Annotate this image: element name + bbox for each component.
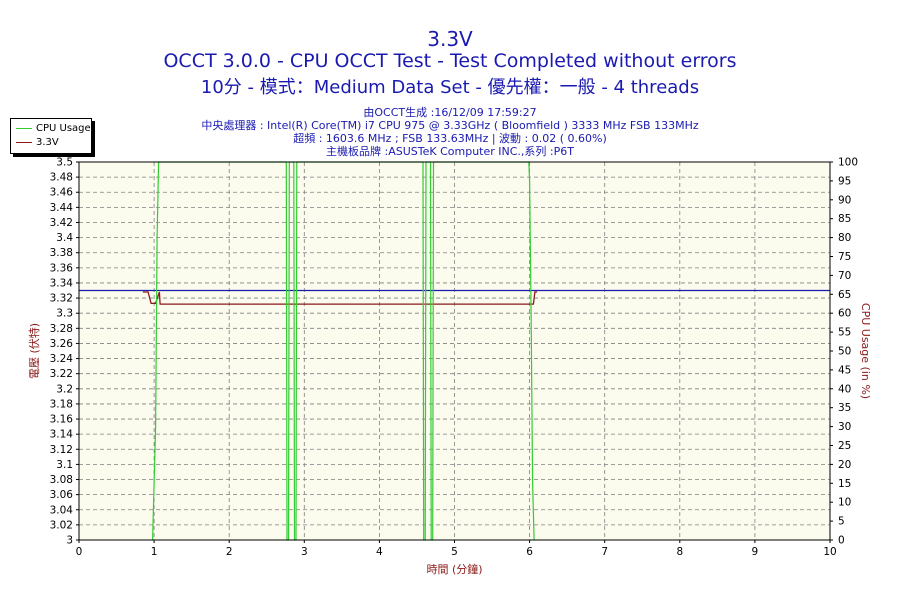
y2-tick-label: 60 xyxy=(838,308,851,320)
info-overclock: 超頻 : 1603.6 MHz ; FSB 133.63MHz | 波動 : 0… xyxy=(293,132,607,145)
legend-label-voltage: 3.3V xyxy=(36,137,59,148)
y-tick-label: 3.2 xyxy=(56,383,73,395)
y2-tick-label: 85 xyxy=(838,213,851,225)
x-tick-label: 0 xyxy=(76,546,83,558)
plot-frame xyxy=(78,161,831,541)
y-tick-label: 3.16 xyxy=(50,414,74,426)
info-cpu: 中央處理器 : Intel(R) Core(TM) i7 CPU 975 @ 3… xyxy=(201,119,699,132)
y2-tick-label: 45 xyxy=(838,364,851,376)
y-tick-label: 3.38 xyxy=(50,247,73,259)
y2-tick-label: 50 xyxy=(838,346,851,358)
y2-tick-label: 95 xyxy=(838,175,851,187)
y-axis-label: 電壓 (伏特) xyxy=(27,323,41,379)
y2-tick-label: 70 xyxy=(838,270,851,282)
x-tick-label: 6 xyxy=(526,546,533,558)
chart-title: 3.3V xyxy=(427,27,473,51)
chart-legend: CPU Usage 3.3V xyxy=(10,118,92,154)
y-tick-label: 3.22 xyxy=(50,368,73,380)
y-tick-label: 3.5 xyxy=(56,157,73,169)
x-axis-label: 時間 (分鐘) xyxy=(426,562,482,576)
y-tick-label: 3.48 xyxy=(50,172,73,184)
y-tick-label: 3.24 xyxy=(50,353,74,365)
y2-tick-label: 30 xyxy=(838,421,851,433)
legend-item-voltage: 3.3V xyxy=(16,137,59,149)
x-tick-label: 8 xyxy=(676,546,683,558)
y-tick-label: 3.36 xyxy=(50,262,74,274)
legend-label-cpu-usage: CPU Usage xyxy=(36,123,91,134)
y2-tick-label: 90 xyxy=(838,194,851,206)
x-tick-label: 2 xyxy=(226,546,233,558)
x-tick-label: 9 xyxy=(752,546,759,558)
x-tick-label: 10 xyxy=(823,546,836,558)
y2-tick-label: 55 xyxy=(838,327,851,339)
y-tick-label: 3 xyxy=(66,535,73,547)
x-tick-label: 3 xyxy=(301,546,308,558)
y2-tick-label: 75 xyxy=(838,251,851,263)
y2-tick-label: 0 xyxy=(838,535,845,547)
legend-swatch-cpu-usage xyxy=(16,127,32,129)
y-tick-label: 3.44 xyxy=(50,202,74,214)
y2-tick-label: 100 xyxy=(838,157,858,169)
y-tick-label: 3.4 xyxy=(56,232,73,244)
y-tick-label: 3.3 xyxy=(56,308,73,320)
y-tick-label: 3.34 xyxy=(50,277,74,289)
y-tick-label: 3.04 xyxy=(50,504,74,516)
y-tick-label: 3.42 xyxy=(50,217,73,229)
info-generated: 由OCCT生成 :16/12/09 17:59:27 xyxy=(363,106,537,119)
y2-tick-label: 5 xyxy=(838,516,845,528)
y2-tick-label: 15 xyxy=(838,478,851,490)
legend-item-cpu-usage: CPU Usage xyxy=(16,123,91,135)
x-tick-label: 7 xyxy=(601,546,608,558)
x-tick-label: 1 xyxy=(151,546,158,558)
y-tick-label: 3.26 xyxy=(50,338,74,350)
y-tick-label: 3.1 xyxy=(56,459,73,471)
y2-axis-label: CPU Usage (in %) xyxy=(859,303,872,399)
y2-tick-label: 40 xyxy=(838,383,851,395)
y-tick-label: 3.06 xyxy=(50,489,74,501)
y2-tick-label: 20 xyxy=(838,459,851,471)
legend-swatch-voltage xyxy=(16,141,32,143)
y-tick-label: 3.18 xyxy=(50,398,73,410)
y2-tick-label: 80 xyxy=(838,232,851,244)
y-tick-label: 3.46 xyxy=(50,187,74,199)
chart-subtitle-test: OCCT 3.0.0 - CPU OCCT Test - Test Comple… xyxy=(163,50,737,72)
y2-tick-label: 35 xyxy=(838,402,851,414)
series-voltage xyxy=(142,291,538,305)
y-tick-label: 3.02 xyxy=(50,519,73,531)
y2-tick-label: 65 xyxy=(838,289,851,301)
x-tick-label: 4 xyxy=(376,546,383,558)
y-tick-label: 3.28 xyxy=(50,323,73,335)
y-tick-label: 3.14 xyxy=(50,429,74,441)
y-tick-label: 3.08 xyxy=(50,474,73,486)
y-tick-label: 3.32 xyxy=(50,293,73,305)
y2-tick-label: 25 xyxy=(838,440,851,452)
chart-subtitle-mode: 10分 - 模式：Medium Data Set - 優先權：一般 - 4 th… xyxy=(200,77,700,98)
y2-tick-label: 10 xyxy=(838,497,851,509)
x-tick-label: 5 xyxy=(451,546,458,558)
info-motherboard: 主機板品牌 :ASUSTeK Computer INC.,系列 :P6T xyxy=(326,145,574,158)
y-tick-label: 3.12 xyxy=(50,444,73,456)
